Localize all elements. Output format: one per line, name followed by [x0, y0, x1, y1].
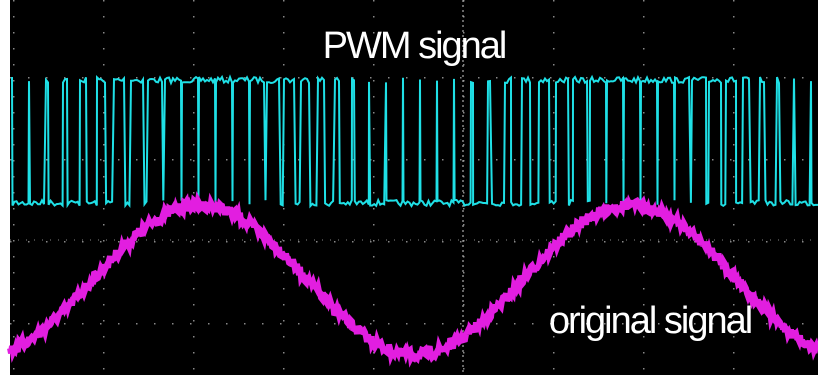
oscilloscope-screen: PWM signal original signal: [0, 0, 818, 381]
pwm-label: PWM signal: [323, 25, 506, 67]
original-label: original signal: [549, 300, 751, 342]
page: PWM signal original signal (() => { cons…: [0, 0, 818, 381]
